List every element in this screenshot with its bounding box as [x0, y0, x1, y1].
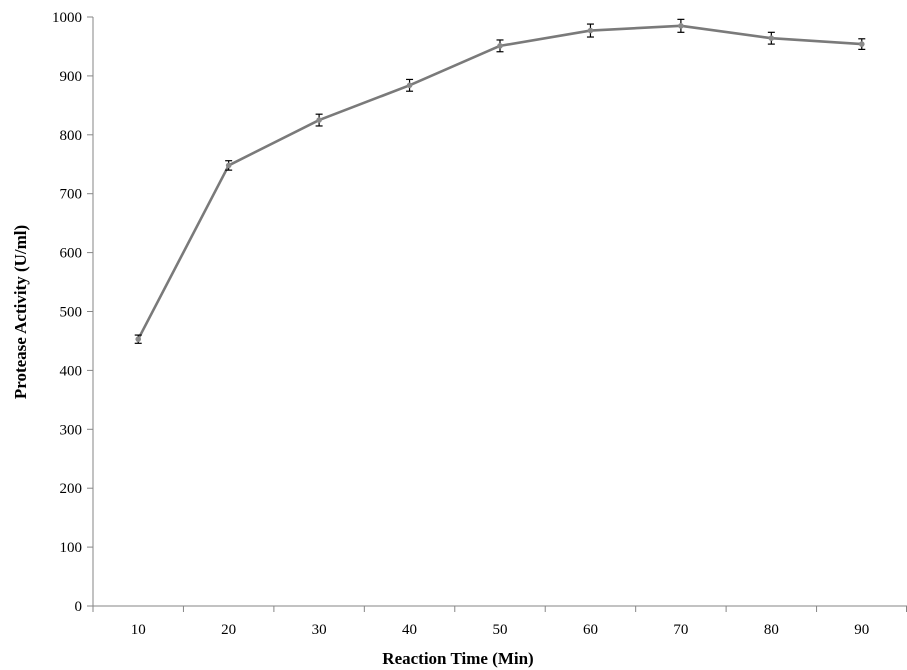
- y-tick-label: 500: [60, 305, 83, 321]
- x-tick-label: 50: [493, 622, 508, 638]
- x-tick-label: 30: [312, 622, 327, 638]
- y-tick-label: 600: [60, 246, 83, 262]
- data-point: [587, 27, 594, 34]
- x-axis-title: Reaction Time (Min): [382, 649, 533, 668]
- y-axis: 0 100 200 300 400 500 600 700 800 900 1000: [52, 10, 94, 615]
- y-tick-label: 300: [60, 422, 83, 438]
- data-point: [768, 35, 775, 42]
- x-tick-label: 20: [221, 622, 236, 638]
- x-tick-label: 80: [764, 622, 779, 638]
- data-point: [225, 162, 232, 169]
- y-tick-label: 200: [60, 481, 83, 497]
- x-tick-label: 70: [673, 622, 688, 638]
- y-tick-label: 1000: [52, 10, 82, 26]
- data-point: [858, 41, 865, 47]
- y-axis-title: Protease Activity (U/ml): [11, 225, 30, 399]
- x-axis: 10 20 30 40 50 60 70 80 90: [92, 605, 907, 638]
- data-point: [497, 43, 503, 49]
- y-tick-label: 0: [75, 599, 83, 615]
- y-tick-label: 700: [60, 187, 83, 203]
- x-tick-label: 10: [131, 622, 146, 638]
- series-line: [137, 24, 862, 340]
- data-point: [135, 336, 142, 342]
- data-point: [406, 82, 413, 89]
- data-point: [678, 23, 684, 29]
- x-tick-label: 40: [402, 622, 417, 638]
- x-tick-label: 60: [583, 622, 598, 638]
- y-tick-label: 900: [60, 69, 83, 85]
- y-tick-label: 400: [60, 363, 83, 379]
- plot-area: [134, 18, 866, 344]
- y-tick-label: 100: [60, 540, 83, 556]
- x-tick-label: 90: [854, 622, 869, 638]
- data-point: [316, 117, 322, 123]
- y-tick-label: 800: [60, 128, 83, 144]
